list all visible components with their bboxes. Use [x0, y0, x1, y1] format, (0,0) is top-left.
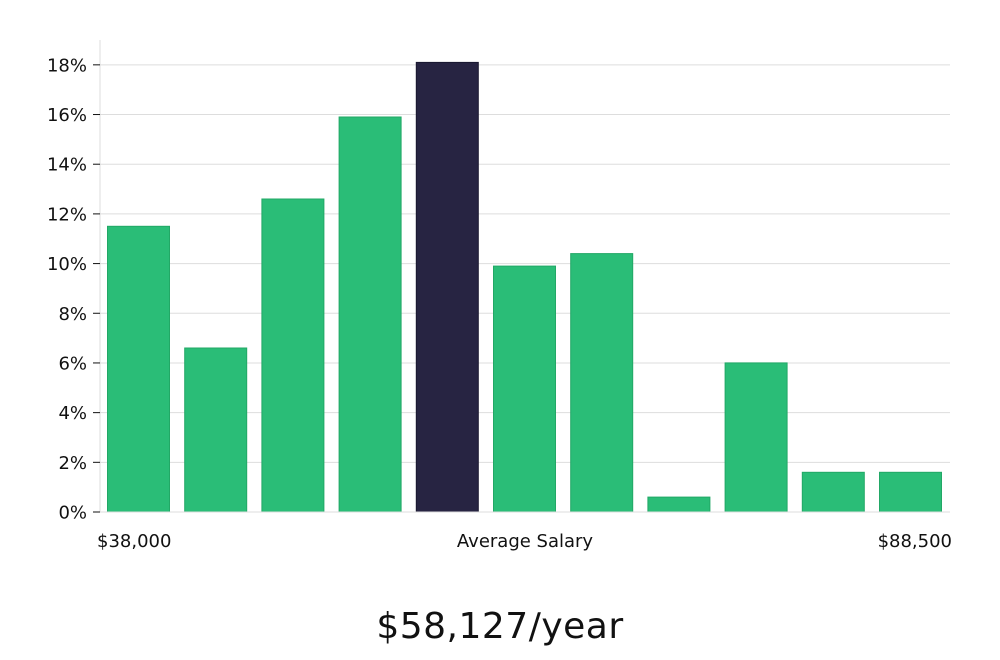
y-tick-label: 18% [47, 55, 87, 76]
bar [493, 265, 556, 513]
y-tick-label: 12% [47, 204, 87, 225]
x-label-max: $88,500 [878, 531, 952, 552]
bars [107, 61, 942, 513]
bar-average-salary [415, 61, 479, 513]
y-axis-ticks: 0% 2% 4% 6% 8% 10% 12% 14% 16% 18% [47, 55, 100, 524]
y-tick-label: 16% [47, 105, 87, 126]
y-tick-label: 0% [58, 503, 87, 524]
bar [724, 362, 788, 513]
x-label-average: Average Salary [457, 531, 594, 552]
average-salary-value: $58,127/year [376, 606, 624, 647]
bar [261, 198, 325, 513]
y-tick-label: 14% [47, 155, 87, 176]
bar [184, 347, 248, 513]
y-tick-label: 10% [47, 254, 87, 275]
y-tick-label: 4% [58, 403, 87, 424]
bar [338, 116, 402, 513]
y-tick-label: 2% [58, 453, 87, 474]
bar [107, 225, 170, 513]
x-label-min: $38,000 [97, 531, 171, 552]
bar [879, 471, 942, 513]
y-tick-label: 8% [58, 304, 87, 325]
bar [570, 253, 634, 513]
y-tick-label: 6% [58, 353, 87, 374]
bar [801, 471, 865, 513]
bar [647, 496, 711, 513]
